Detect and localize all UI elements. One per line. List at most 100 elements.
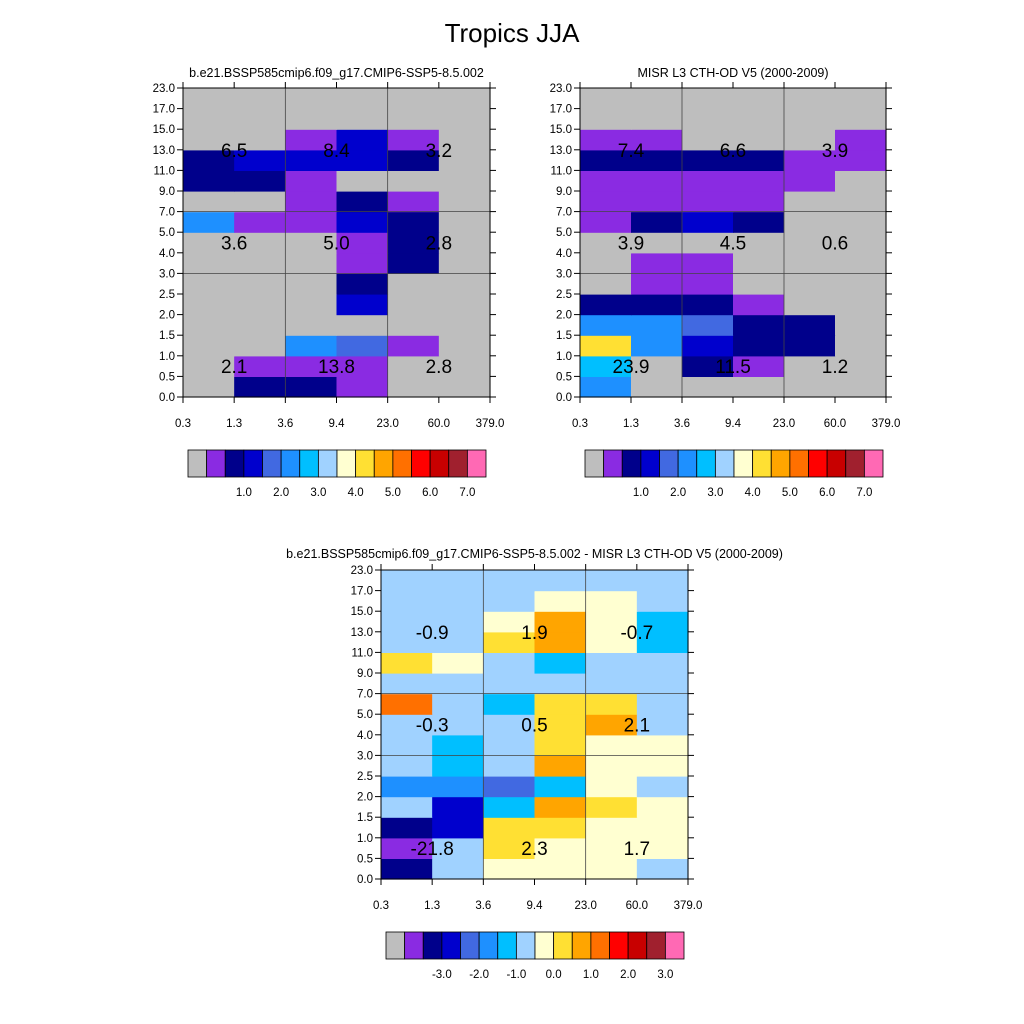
heatmap-cell: [387, 170, 440, 192]
heatmap-cell: [387, 252, 440, 274]
panel-2: MISR L3 CTH-OD V5 (2000-2009)0.00.51.01.…: [550, 66, 901, 499]
colorbar-swatch: [752, 449, 772, 478]
colorbar-swatch: [621, 449, 642, 478]
x-tick-label: 60.0: [626, 900, 648, 912]
heatmap-cell: [234, 170, 286, 192]
heatmap-cell: [234, 149, 286, 171]
heatmap-cell: [285, 129, 338, 151]
heatmap-cell: [733, 129, 785, 151]
colorbar-label: 5.0: [782, 487, 798, 499]
heatmap-cell: [835, 191, 887, 213]
value-label: 5.0: [323, 234, 349, 255]
heatmap-cell: [631, 232, 683, 254]
heatmap-cell: [381, 837, 433, 859]
heatmap-cell: [285, 252, 338, 274]
heatmap-cell: [432, 693, 484, 715]
heatmap-cell: [381, 673, 433, 695]
y-tick-label: 2.0: [159, 310, 175, 322]
heatmap-cell: [432, 858, 484, 880]
colorbar-swatch: [646, 931, 666, 960]
heatmap-cell: [336, 108, 389, 130]
heatmap-cell: [636, 817, 689, 839]
heatmap-cell: [483, 837, 536, 859]
heatmap-cell: [381, 611, 433, 633]
heatmap-cell: [580, 191, 632, 213]
colorbar-swatch: [677, 449, 698, 478]
heatmap-cell: [534, 755, 587, 777]
colorbar-swatch: [355, 449, 375, 478]
heatmap-cell: [580, 108, 632, 130]
heatmap-cell: [387, 376, 440, 398]
x-tick-label: 9.4: [527, 900, 544, 912]
colorbar-swatch: [373, 449, 394, 478]
colorbar-swatch: [317, 449, 338, 478]
value-label: 2.1: [624, 716, 650, 737]
heatmap-cell: [336, 88, 389, 110]
heatmap-cell: [234, 355, 286, 377]
heatmap-cell: [381, 796, 433, 818]
heatmap-cell: [636, 796, 689, 818]
heatmap-cell: [682, 191, 734, 213]
heatmap-cell: [784, 129, 836, 151]
heatmap-cell: [733, 108, 785, 130]
heatmap-cell: [387, 129, 440, 151]
heatmap-cell: [387, 232, 440, 254]
heatmap-cell: [285, 355, 338, 377]
heatmap-cell: [585, 590, 638, 612]
colorbar-label: 1.0: [633, 487, 649, 499]
colorbar-swatch: [863, 449, 884, 478]
heatmap-cell: [585, 673, 638, 695]
heatmap-cell: [483, 734, 536, 756]
heatmap-cell: [682, 88, 734, 110]
heatmap-cell: [534, 652, 587, 674]
value-label: 2.8: [426, 357, 452, 378]
value-label: 3.2: [426, 141, 452, 162]
heatmap-cell: [580, 88, 632, 110]
heatmap-cell: [183, 376, 235, 398]
colorbar-label: -3.0: [432, 969, 452, 981]
y-tick-label: 2.5: [556, 289, 572, 301]
value-label: 4.5: [720, 234, 746, 255]
heatmap-cell: [234, 294, 286, 316]
heatmap-cell: [534, 837, 587, 859]
colorbar-swatch: [429, 449, 450, 478]
heatmap-cell: [631, 355, 683, 377]
heatmap-cell: [534, 673, 587, 695]
heatmap-cell: [733, 170, 785, 192]
heatmap-cell: [585, 570, 638, 592]
heatmap-cell: [580, 355, 632, 377]
heatmap-cell: [682, 314, 734, 336]
colorbar-swatch: [696, 449, 716, 478]
heatmap-cell: [835, 88, 887, 110]
colorbar-label: 7.0: [459, 487, 475, 499]
heatmap-cell: [483, 652, 536, 674]
heatmap-cell: [483, 611, 536, 633]
heatmap-cell: [336, 294, 389, 316]
colorbar-label: 3.0: [657, 969, 673, 981]
heatmap-cell: [183, 191, 235, 213]
heatmap-cell: [534, 734, 587, 756]
heatmap-cell: [631, 294, 683, 316]
x-tick-label: 23.0: [376, 418, 398, 430]
heatmap-cell: [835, 335, 887, 357]
colorbar-label: 7.0: [856, 487, 872, 499]
heatmap-cell: [733, 252, 785, 274]
heatmap-cell: [438, 129, 491, 151]
colorbar-label: 1.0: [583, 969, 599, 981]
y-tick-label: 15.0: [550, 124, 572, 136]
heatmap-cell: [784, 232, 836, 254]
heatmap-cell: [483, 570, 536, 592]
heatmap-cells: [381, 570, 689, 880]
y-tick-label: 17.0: [351, 586, 373, 598]
heatmap-cell: [483, 858, 536, 880]
value-label: 3.6: [221, 234, 247, 255]
colorbar-swatch: [571, 931, 592, 960]
heatmap-cell: [784, 170, 836, 192]
y-tick-label: 5.0: [556, 227, 572, 239]
heatmap-cell: [636, 570, 689, 592]
heatmap-cell: [682, 129, 734, 151]
heatmap-cell: [285, 273, 338, 295]
heatmap-cell: [285, 191, 338, 213]
heatmap-cell: [835, 294, 887, 316]
heatmap-cell: [733, 191, 785, 213]
